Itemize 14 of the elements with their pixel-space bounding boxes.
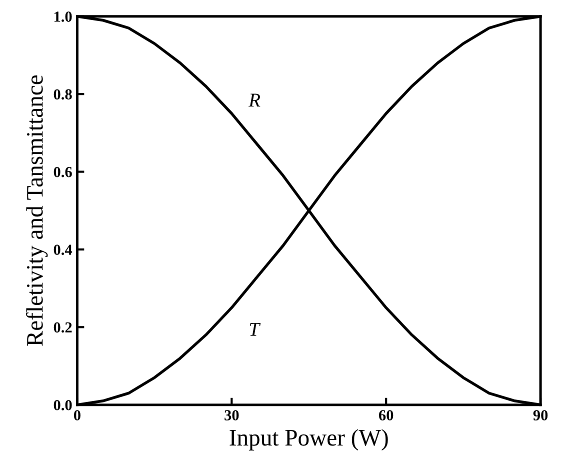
x-tick-label: 0 bbox=[74, 410, 80, 420]
y-tick-label: 0.6 bbox=[54, 166, 72, 178]
annotation: R bbox=[248, 94, 260, 107]
annotation: T bbox=[250, 322, 261, 336]
y-tick-label: 0.2 bbox=[54, 322, 72, 333]
x-tick-label: 90 bbox=[533, 410, 548, 420]
x-axis-title: Input Power (W) bbox=[230, 429, 388, 451]
y-axis-title: Refletivity and Tansmittance bbox=[26, 75, 48, 346]
x-tick-label: 30 bbox=[224, 410, 239, 420]
y-tick-label: 0.8 bbox=[54, 89, 72, 100]
y-tick-label: 1.0 bbox=[54, 12, 72, 22]
x-tick-label: 60 bbox=[378, 410, 394, 420]
y-tick-label: 0.0 bbox=[54, 400, 72, 410]
y-tick-label: 0.4 bbox=[54, 244, 72, 255]
